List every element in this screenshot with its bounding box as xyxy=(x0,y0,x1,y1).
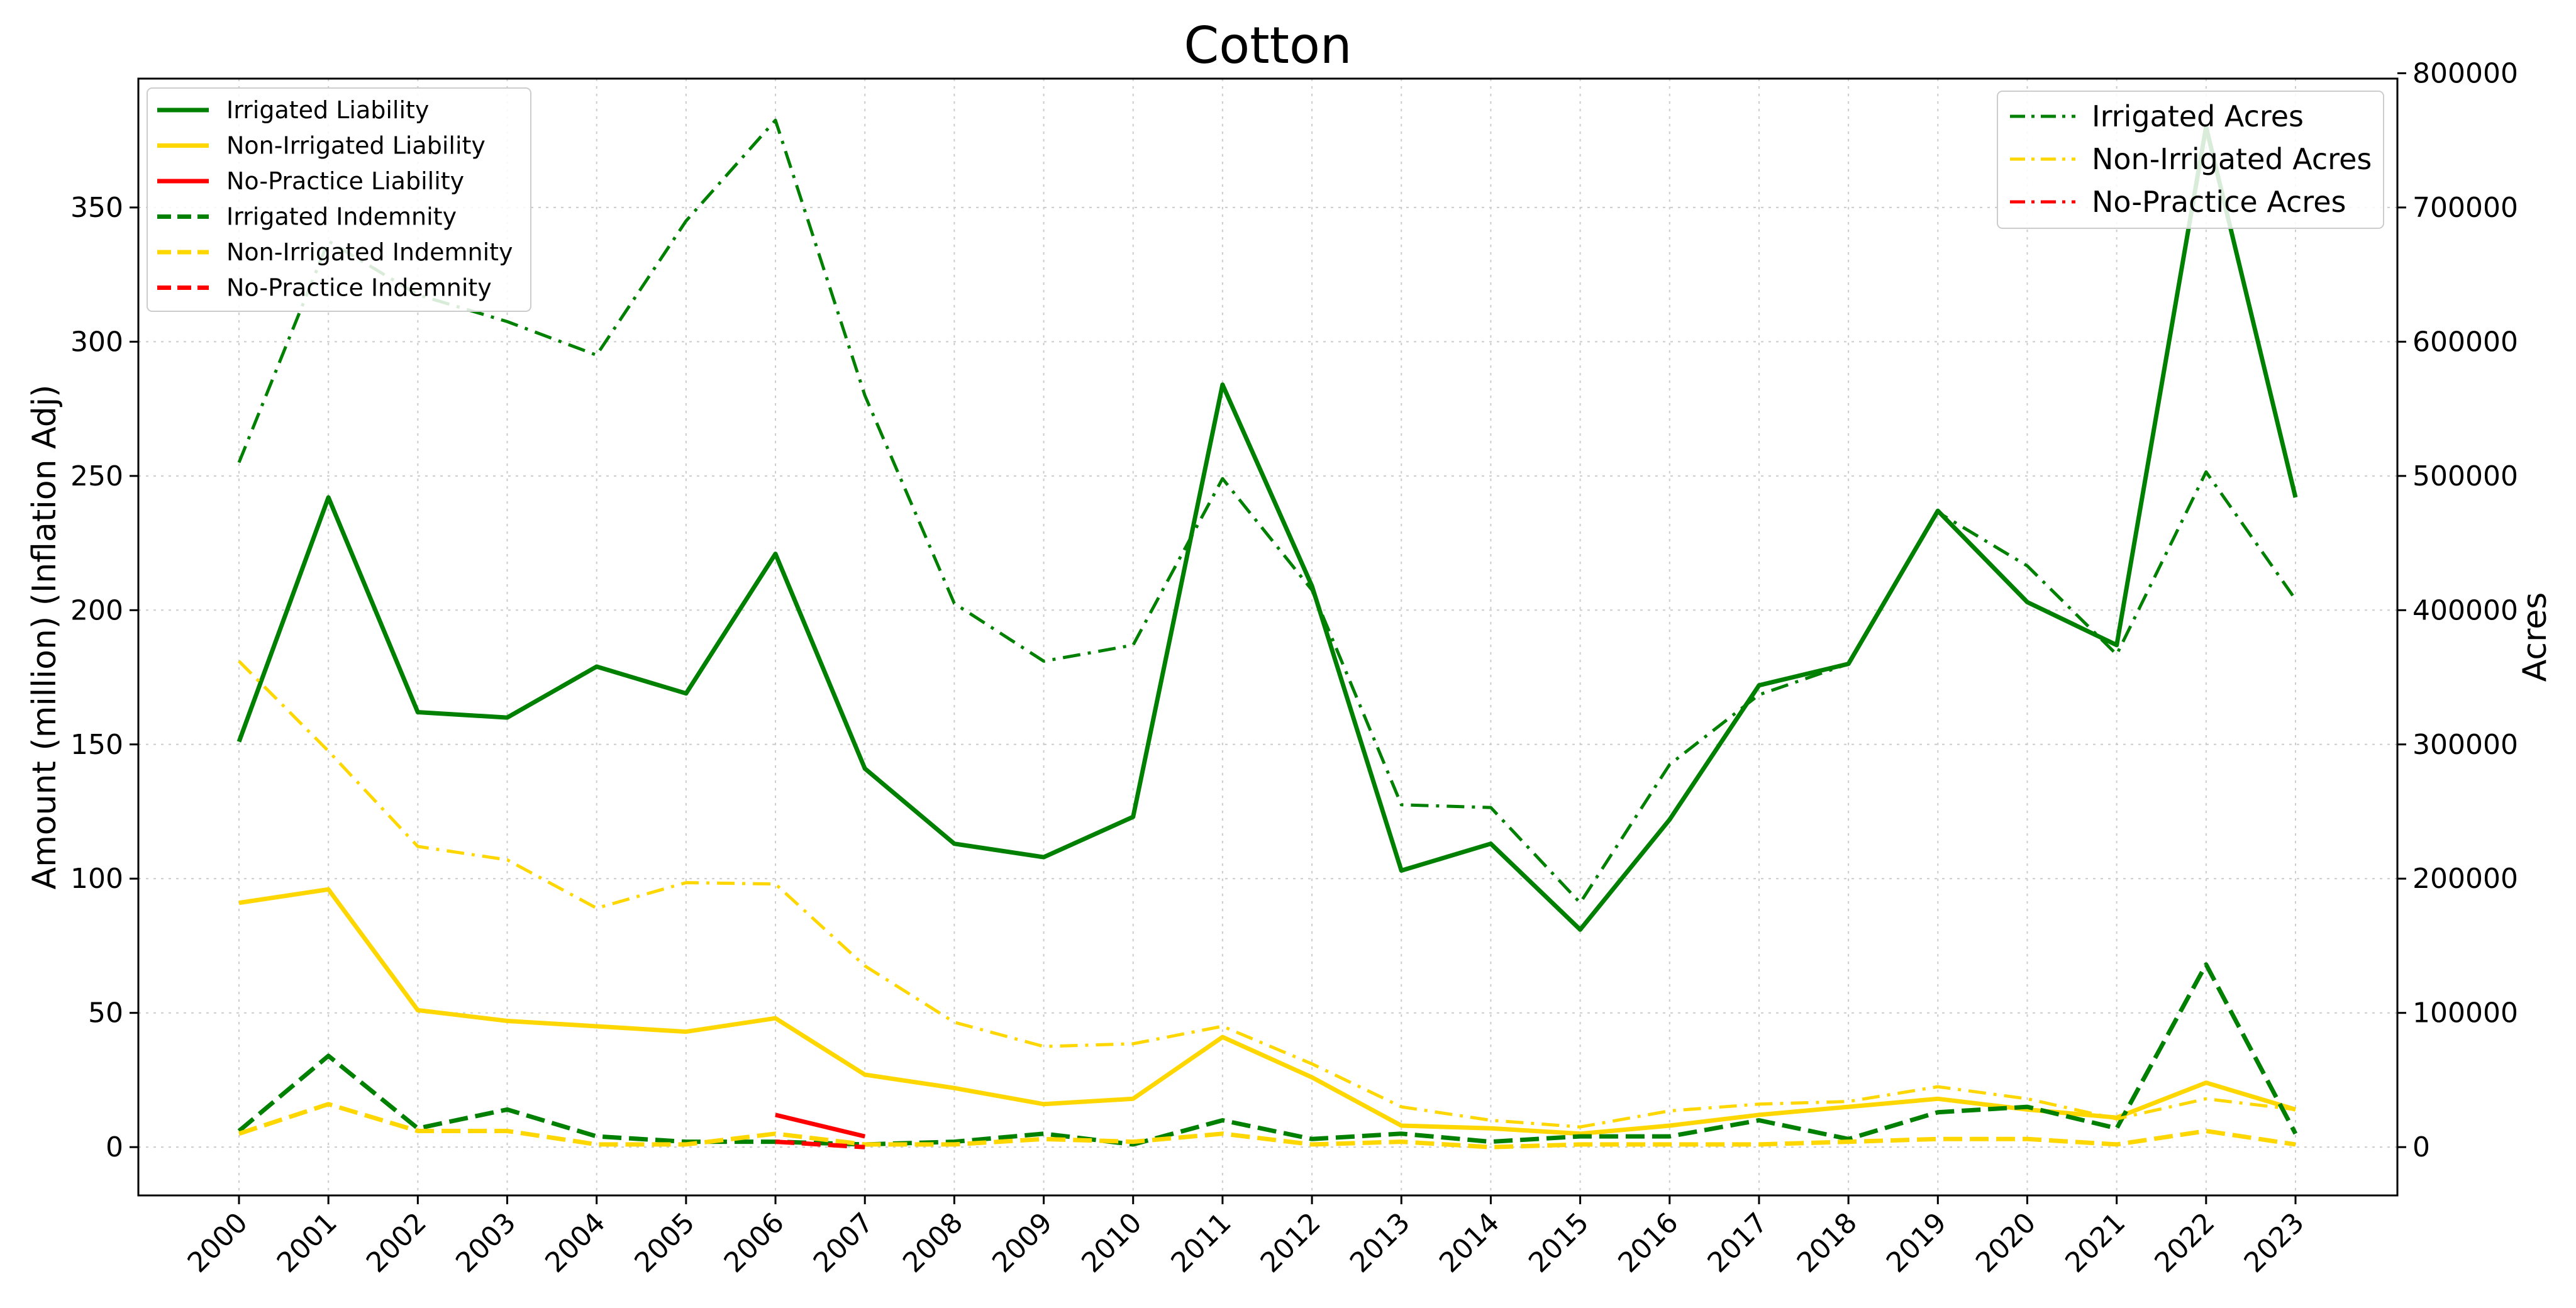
y-left-tick-label: 250 xyxy=(70,460,123,492)
y-left-tick-label: 50 xyxy=(88,997,123,1029)
y-right-tick-label: 500000 xyxy=(2412,460,2518,492)
x-tick-label: 2002 xyxy=(360,1207,433,1279)
x-tick-label: 2022 xyxy=(2148,1207,2221,1279)
series-no-practice-indemnity xyxy=(775,1139,865,1150)
x-tick-label: 2006 xyxy=(718,1207,791,1279)
legend-label: Non-Irrigated Indemnity xyxy=(226,238,513,266)
grid-layer xyxy=(138,79,2397,1195)
x-tick-label: 2016 xyxy=(1612,1207,1684,1279)
legend-label: Irrigated Indemnity xyxy=(226,203,457,231)
legend-label: Non-Irrigated Acres xyxy=(2092,142,2372,176)
series-irrigated-liability xyxy=(236,125,2298,932)
y-left-tick-label: 200 xyxy=(70,594,123,626)
x-tick-label: 2021 xyxy=(2059,1207,2131,1279)
x-tick-label: 2013 xyxy=(1344,1207,1416,1279)
series-non-irrigated-liability xyxy=(238,887,2297,1136)
x-tick-label: 2018 xyxy=(1791,1207,1863,1279)
x-tick-label: 2000 xyxy=(182,1207,254,1279)
x-tick-label: 2007 xyxy=(808,1207,880,1279)
chart-title: Cotton xyxy=(1184,16,1352,75)
series-non-irrigated-acres xyxy=(238,660,2296,1129)
y-right-tick-label: 0 xyxy=(2412,1131,2430,1163)
y-left-tick-label: 150 xyxy=(70,729,123,761)
legend-label: No-Practice Indemnity xyxy=(226,274,492,302)
x-tick-label: 2003 xyxy=(450,1207,522,1279)
x-tick-label: 2023 xyxy=(2238,1207,2311,1279)
y-right-tick-label: 100000 xyxy=(2412,997,2518,1029)
y-axis-left: 0 50 100 150 200 250 300 350 xyxy=(70,192,138,1163)
y-right-tick-label: 600000 xyxy=(2412,326,2518,358)
series-no-practice-liability xyxy=(775,1112,866,1139)
y-axis-left-title: Amount (million) (Inflation Adj) xyxy=(26,385,64,890)
y-axis-right-title: Acres xyxy=(2516,592,2554,682)
legend-acres: Irrigated Acres Non-Irrigated Acres No-Pra… xyxy=(1997,91,2384,229)
legend-label: No-Practice Acres xyxy=(2092,185,2346,219)
x-tick-label: 2009 xyxy=(986,1207,1058,1279)
x-tick-label: 2014 xyxy=(1433,1207,1506,1279)
y-right-tick-label: 700000 xyxy=(2412,192,2518,224)
x-tick-label: 2005 xyxy=(628,1207,701,1279)
legend-label: No-Practice Liability xyxy=(226,167,464,195)
series-non-irrigated-indemnity xyxy=(238,1102,2296,1150)
y-left-tick-label: 300 xyxy=(70,326,123,358)
x-tick-label: 2008 xyxy=(897,1207,969,1279)
x-tick-label: 2017 xyxy=(1701,1207,1774,1279)
y-right-tick-label: 400000 xyxy=(2412,594,2518,626)
y-right-tick-label: 200000 xyxy=(2412,863,2518,895)
x-tick-label: 2020 xyxy=(1970,1207,2042,1279)
plot-frame xyxy=(137,77,2399,1197)
x-tick-label: 2015 xyxy=(1523,1207,1595,1279)
series-irrigated-indemnity xyxy=(237,962,2298,1147)
series-irrigated-acres xyxy=(237,118,2297,905)
legend-right-box xyxy=(1997,91,2384,229)
legend-liability-indemnity: Irrigated Liability Non-Irrigated Liabili… xyxy=(147,87,531,312)
legend-left-box xyxy=(147,87,531,312)
legend-label: Irrigated Liability xyxy=(226,96,429,124)
y-right-tick-label: 300000 xyxy=(2412,729,2518,761)
x-tick-label: 2019 xyxy=(1880,1207,1953,1279)
y-left-tick-label: 350 xyxy=(70,192,123,224)
x-tick-label: 2001 xyxy=(271,1207,343,1279)
series-layer xyxy=(236,118,2298,1150)
x-tick-label: 2004 xyxy=(539,1207,611,1279)
x-axis: 2000 2001 2002 2003 2004 2005 2006 2007 2008 2009… xyxy=(182,1195,2311,1279)
y-left-tick-label: 0 xyxy=(106,1131,123,1163)
legend-label: Irrigated Acres xyxy=(2092,99,2304,133)
y-right-tick-label: 800000 xyxy=(2412,57,2518,89)
legend-label: Non-Irrigated Liability xyxy=(226,132,486,160)
x-tick-label: 2012 xyxy=(1255,1207,1327,1279)
y-axis-right: 0 100000 200000 300000 400000 500000 600000 700… xyxy=(2397,57,2518,1163)
y-left-tick-label: 100 xyxy=(70,863,123,895)
x-tick-label: 2010 xyxy=(1075,1207,1148,1279)
x-tick-label: 2011 xyxy=(1165,1207,1237,1279)
